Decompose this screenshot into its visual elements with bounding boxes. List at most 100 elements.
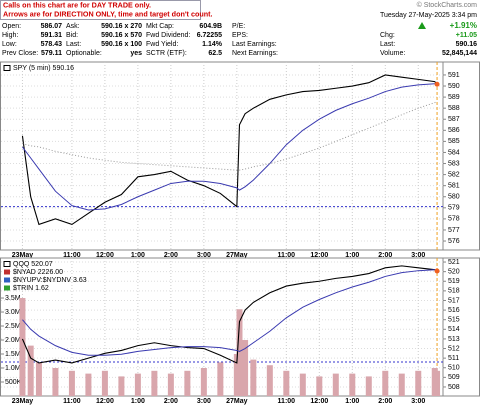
x-tick-label: 3:00 — [411, 252, 425, 259]
quote-label: SCTR (ETF): — [146, 50, 187, 57]
y2-tick-label: 1.5M — [5, 351, 21, 358]
x-tick-label: 11:00 — [63, 398, 81, 405]
quote-value: 586.07 — [41, 23, 63, 30]
y-tick-label: 584 — [448, 149, 460, 156]
y2-tick-label: 3.5M — [5, 295, 21, 302]
y-tick-label: 582 — [448, 171, 460, 178]
volume-bar — [434, 370, 441, 396]
price-line — [21, 265, 438, 364]
x-tick-label: 1:00 — [131, 398, 145, 405]
y-tick-label: 509 — [448, 374, 460, 381]
x-tick-label: 3:00 — [197, 252, 211, 259]
legend-label: $NYAD 2226.00 — [13, 269, 63, 276]
volume-bar — [118, 376, 125, 396]
price-line — [21, 74, 438, 226]
y2-tick-label: 1.0M — [5, 365, 21, 372]
notice-box — [0, 0, 201, 20]
volume-bar — [415, 370, 422, 396]
up-arrow — [418, 22, 426, 29]
legend-swatch — [4, 277, 10, 283]
x-tick-label: 3:00 — [197, 398, 211, 405]
quote-label: Optionable: — [66, 50, 102, 57]
quote-value: 6.72255 — [197, 32, 222, 39]
y-tick-label: 521 — [448, 259, 460, 266]
volume-bar — [19, 298, 26, 396]
quote-value: 62.5 — [208, 50, 222, 57]
volume-bar — [299, 373, 306, 396]
quote-label: EPS: — [232, 32, 248, 39]
price-line — [22, 269, 438, 356]
volume-bar — [134, 373, 141, 396]
x-tick-label: 12:00 — [310, 398, 328, 405]
y-tick-label: 586 — [448, 127, 460, 134]
y-tick-label: 583 — [448, 160, 460, 167]
volume-bar — [236, 309, 243, 396]
y-tick-label: 589 — [448, 94, 460, 101]
volume-bar — [316, 376, 323, 396]
quote-label: Ask: — [66, 23, 80, 30]
quote-label: Last Earnings: — [232, 41, 277, 48]
volume-bar — [398, 373, 405, 396]
volume-bar — [349, 373, 356, 396]
x-tick-label: 11:00 — [278, 398, 296, 405]
legend-label: QQQ 520.07 — [13, 261, 53, 268]
y-tick-label: 585 — [448, 138, 460, 145]
volume-bar — [151, 370, 158, 396]
y-tick-label: 514 — [448, 326, 460, 333]
notice-line: Calls on this chart are for DAY TRADE on… — [3, 0, 151, 9]
volume-bar — [27, 345, 34, 396]
y-tick-label: 577 — [448, 227, 460, 234]
volume-bar — [266, 365, 273, 396]
legend-label: SPY (5 min) 590.16 — [13, 65, 74, 72]
quote-value: 604.9B — [199, 23, 222, 30]
legend-swatch — [3, 65, 11, 71]
quote-label: Prev Close: — [2, 50, 38, 57]
x-tick-label: 2:00 — [164, 398, 178, 405]
x-tick-label: 12:00 — [310, 252, 328, 259]
quote-value: 591.31 — [41, 32, 63, 39]
y-tick-label: 518 — [448, 288, 460, 295]
volume-bar — [52, 368, 59, 396]
quote-value: 590.16 — [456, 41, 478, 48]
x-tick-label: 11:00 — [278, 252, 296, 259]
volume-bar — [85, 373, 92, 396]
quote-label: Fwd Yield: — [146, 41, 178, 48]
y-tick-label: 591 — [448, 72, 460, 79]
x-tick-label: 23May — [12, 398, 34, 405]
y-tick-label: 576 — [448, 238, 460, 245]
y-tick-label: 513 — [448, 336, 460, 343]
volume-bar — [283, 370, 290, 396]
x-tick-label: 2:00 — [378, 252, 392, 259]
quote-value: +11.05 — [456, 32, 477, 39]
quote-value: 579.11 — [41, 50, 62, 57]
quote-value: 1.14% — [202, 41, 223, 48]
y2-tick-label: 2.0M — [5, 337, 21, 344]
notice-line: Arrows are for DIRECTION ONLY, time and … — [3, 9, 213, 18]
y-tick-label: 580 — [448, 194, 460, 201]
x-tick-label: 1:00 — [345, 252, 359, 259]
quote-label: Last: — [380, 41, 395, 48]
brand: © StockCharts.com — [417, 1, 478, 9]
timestamp: Tuesday 27-May-2025 3:34 pm — [380, 12, 477, 19]
y2-tick-label: 500K — [5, 379, 22, 386]
volume-bar — [184, 370, 191, 396]
quote-label: Mkt Cap: — [146, 23, 174, 30]
quote-label: Chg: — [380, 32, 395, 39]
x-tick-label: 2:00 — [164, 252, 178, 259]
quote-value: 52,845,144 — [442, 50, 477, 57]
volume-bar — [332, 373, 339, 396]
quote-value: 578.43 — [41, 41, 63, 48]
y-tick-label: 588 — [448, 105, 460, 112]
volume-bar — [167, 373, 174, 396]
y-tick-label: 510 — [448, 365, 460, 372]
x-tick-label: 11:00 — [63, 252, 81, 259]
volume-bar — [35, 362, 42, 396]
y2-tick-label: 2.5M — [5, 323, 21, 330]
quote-label: High: — [2, 32, 18, 39]
legend-label: $NYUPV:$NYDNV 3.63 — [13, 277, 87, 284]
y-tick-label: 511 — [448, 355, 459, 362]
y-tick-label: 579 — [448, 205, 460, 212]
quote-label: Last: — [66, 41, 81, 48]
y-tick-label: 515 — [448, 317, 460, 324]
